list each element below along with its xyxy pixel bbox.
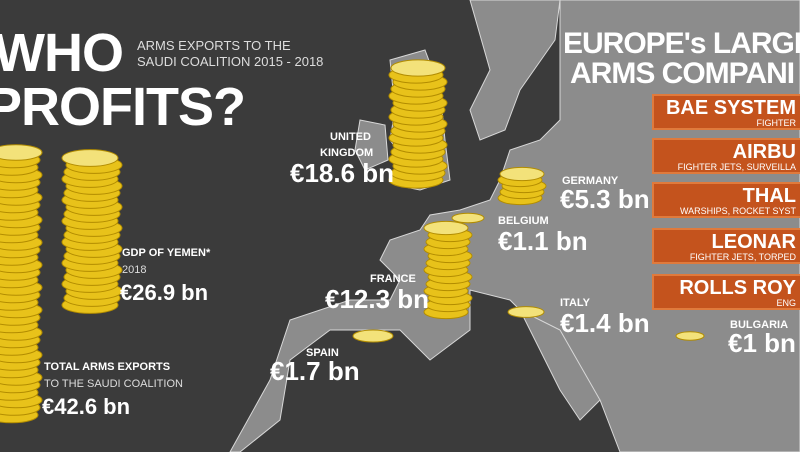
coin — [352, 329, 394, 343]
company-products: FIGHTER JETS, SURVEILLA — [677, 162, 796, 172]
company-box: BAE SYSTEM FIGHTER — [652, 94, 800, 130]
country-name: GERMANY — [562, 175, 619, 187]
company-box: ROLLS ROY ENG — [652, 274, 800, 310]
country-amount: €1 bn — [728, 328, 796, 358]
coin — [0, 144, 43, 161]
country-name: FRANCE — [370, 273, 416, 285]
label: TOTAL ARMS EXPORTS — [44, 361, 171, 373]
label: GDP OF YEMEN* — [122, 247, 211, 259]
company-products: FIGHTER JETS, TORPED — [689, 252, 796, 262]
company-name: THAL — [742, 185, 796, 207]
country-name: UNITED — [330, 131, 371, 143]
title: WHO — [0, 23, 124, 83]
subtitle: SAUDI COALITION 2015 - 2018 — [137, 54, 324, 69]
subtitle: ARMS EXPORTS TO THE — [137, 38, 291, 53]
company-products: WARSHIPS, ROCKET SYST — [679, 206, 796, 216]
coin-stacks — [0, 59, 705, 424]
coin — [499, 166, 545, 182]
company-name: BAE SYSTEM — [665, 97, 796, 119]
company-box: LEONAR FIGHTER JETS, TORPED — [652, 228, 800, 264]
country-name: SPAIN — [306, 347, 339, 359]
company-name: ROLLS ROY — [679, 277, 796, 299]
country-amount: €1.4 bn — [560, 308, 650, 338]
label: 2018 — [122, 264, 147, 276]
coin — [451, 212, 485, 224]
label: TO THE SAUDI COALITION — [44, 378, 183, 390]
country-amount: €1.7 bn — [270, 356, 360, 386]
country-name: BELGIUM — [498, 215, 549, 227]
company-box: THAL WARSHIPS, ROCKET SYST — [652, 182, 800, 218]
coin — [423, 220, 469, 236]
company-products: FIGHTER — [756, 118, 797, 128]
country-amount: €18.6 bn — [290, 158, 395, 188]
amount: €42.6 bn — [42, 394, 131, 419]
companies-title: EUROPE's LARGES — [563, 27, 800, 60]
country-name: KINGDOM — [320, 147, 374, 159]
country-amount: €5.3 bn — [560, 184, 650, 214]
amount: €26.9 bn — [120, 280, 209, 305]
country-amount: €12.3 bn — [325, 284, 430, 314]
coin — [675, 331, 705, 341]
coin — [390, 59, 446, 77]
country-amount: €1.1 bn — [498, 226, 588, 256]
title: PROFITS? — [0, 77, 246, 137]
country-name: ITALY — [560, 297, 590, 309]
coin — [507, 306, 545, 318]
company-products: ENG — [776, 298, 796, 308]
company-name: AIRBU — [732, 141, 796, 163]
company-name: LEONAR — [711, 231, 796, 253]
company-box: AIRBU FIGHTER JETS, SURVEILLA — [652, 138, 800, 174]
companies-title: ARMS COMPANI — [570, 57, 795, 90]
coin — [61, 149, 119, 167]
country-name: BULGARIA — [730, 319, 789, 331]
